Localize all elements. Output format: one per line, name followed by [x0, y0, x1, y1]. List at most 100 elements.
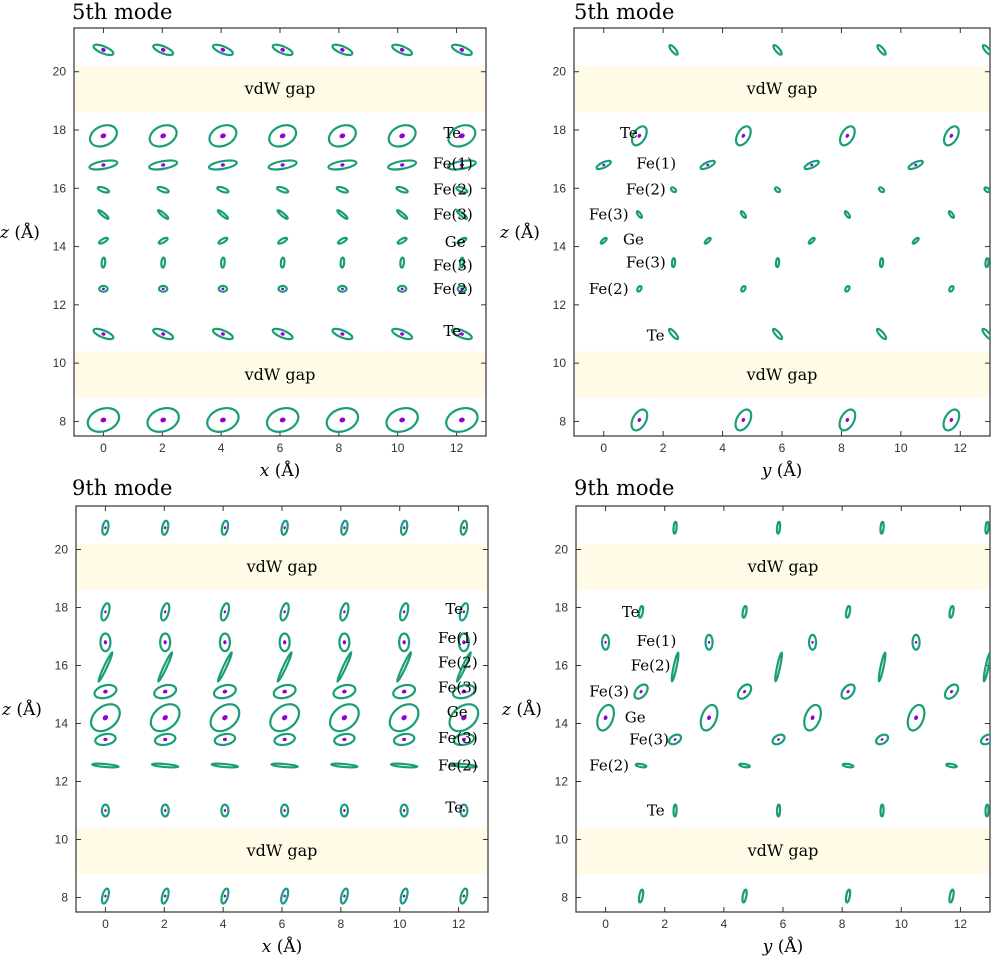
atom-label: Fe(2): [433, 280, 473, 298]
atom-center-marker: [342, 689, 347, 694]
panel-title: 9th mode: [574, 476, 674, 500]
thermal-ellipse: [328, 703, 360, 733]
thermal-ellipse: [448, 703, 480, 733]
vdw-gap-label: vdW gap: [246, 557, 318, 576]
thermal-ellipse: [94, 732, 117, 747]
thermal-ellipse: [704, 633, 714, 651]
atom-center-marker: [281, 287, 285, 291]
atom-center-marker: [161, 287, 165, 291]
atom-center-marker: [283, 894, 286, 898]
thermal-ellipse: [449, 762, 479, 769]
panel-title: 5th mode: [574, 0, 674, 24]
thermal-ellipse: [399, 256, 406, 269]
atom-label: Te: [647, 326, 665, 344]
thermal-ellipse: [325, 406, 360, 433]
x-tick-label: 6: [279, 917, 286, 931]
thermal-ellipse: [741, 888, 748, 904]
thermal-ellipse: [339, 887, 349, 905]
atom-center-marker: [343, 894, 346, 898]
atom-center-marker: [340, 287, 344, 291]
x-tick-label: 12: [450, 441, 464, 455]
thermal-ellipse: [773, 186, 782, 194]
thermal-ellipse: [335, 185, 350, 194]
thermal-ellipse: [739, 210, 748, 219]
vdw-gap-band: [575, 65, 989, 113]
thermal-ellipse: [879, 520, 885, 535]
thermal-ellipse: [838, 408, 857, 432]
atom-center-marker: [402, 809, 406, 812]
y-tick-label: 16: [553, 181, 567, 195]
atom-center-marker: [340, 163, 345, 167]
thermal-ellipse: [272, 683, 297, 700]
atom-center-marker: [343, 809, 346, 812]
plot-panel-p4: 9th mode vdW gap vdW gap 0 2 4 6 8 10 12 8 10 12 14 16…: [501, 476, 991, 957]
vdw-gap-label: vdW gap: [747, 841, 819, 860]
thermal-ellipse: [153, 732, 177, 747]
x-tick-label: 2: [161, 917, 168, 931]
thermal-ellipse: [336, 209, 349, 220]
atom-center-marker: [706, 163, 710, 167]
thermal-ellipse: [450, 327, 473, 341]
thermal-ellipse: [160, 519, 170, 536]
thermal-ellipse: [220, 887, 230, 905]
thermal-ellipse: [803, 703, 822, 732]
thermal-ellipse: [878, 257, 885, 269]
atom-center-marker: [104, 894, 107, 898]
x-tick-label: 8: [839, 917, 846, 931]
thermal-ellipse: [840, 683, 856, 700]
thermal-ellipse: [280, 519, 289, 536]
atom-center-marker: [162, 715, 168, 721]
thermal-ellipse: [596, 703, 615, 732]
thermal-ellipse: [981, 44, 990, 56]
atom-center-marker: [222, 715, 228, 721]
atom-label: Te: [622, 603, 640, 621]
x-tick-label: 10: [894, 441, 908, 455]
y-tick-label: 16: [555, 659, 569, 673]
thermal-ellipse: [220, 803, 230, 818]
atom-center-marker: [462, 894, 466, 898]
thermal-ellipse: [699, 703, 719, 732]
thermal-ellipse: [89, 703, 121, 733]
thermal-ellipse: [981, 327, 990, 341]
thermal-ellipse: [157, 236, 169, 245]
thermal-ellipse: [774, 257, 781, 269]
atom-center-marker: [220, 47, 226, 52]
thermal-ellipse: [217, 236, 229, 245]
thermal-ellipse: [153, 683, 178, 700]
x-tick-label: 12: [954, 917, 968, 931]
thermal-ellipse: [206, 406, 240, 433]
thermal-ellipse: [148, 159, 179, 171]
thermal-ellipse: [333, 732, 356, 747]
plot-panel-p2: 5th mode vdW gap vdW gap 0 2 4 6 8 10 12 8 10 12 14 16…: [499, 0, 991, 481]
x-tick-label: 0: [600, 441, 607, 455]
atom-center-marker: [949, 133, 954, 138]
thermal-ellipse: [447, 124, 477, 148]
atom-center-marker: [163, 610, 167, 614]
thermal-ellipse: [219, 256, 226, 269]
atom-center-marker: [461, 715, 467, 721]
atom-center-marker: [459, 133, 465, 139]
thermal-ellipse: [942, 125, 960, 147]
thermal-ellipse: [279, 602, 290, 622]
thermal-ellipse: [396, 651, 413, 683]
thermal-ellipse: [387, 159, 418, 171]
thermal-ellipse: [807, 236, 816, 245]
thermal-ellipse: [146, 406, 180, 433]
thermal-ellipse: [906, 703, 926, 732]
thermal-ellipse: [159, 632, 172, 653]
thermal-ellipse: [670, 651, 680, 683]
vdw-gap-label: vdW gap: [746, 79, 818, 98]
thermal-ellipse: [100, 887, 110, 905]
atom-center-marker: [101, 332, 106, 336]
thermal-ellipse: [844, 285, 851, 293]
x-axis-label: x (Å): [260, 460, 301, 481]
y-axis-label: z (Å): [0, 222, 40, 243]
thermal-ellipse: [395, 185, 409, 194]
atom-center-marker: [282, 689, 287, 694]
thermal-ellipse: [100, 602, 111, 622]
thermal-ellipse: [459, 519, 469, 536]
y-tick-label: 18: [53, 123, 67, 137]
x-tick-label: 8: [336, 441, 343, 455]
x-tick-label: 10: [391, 441, 405, 455]
